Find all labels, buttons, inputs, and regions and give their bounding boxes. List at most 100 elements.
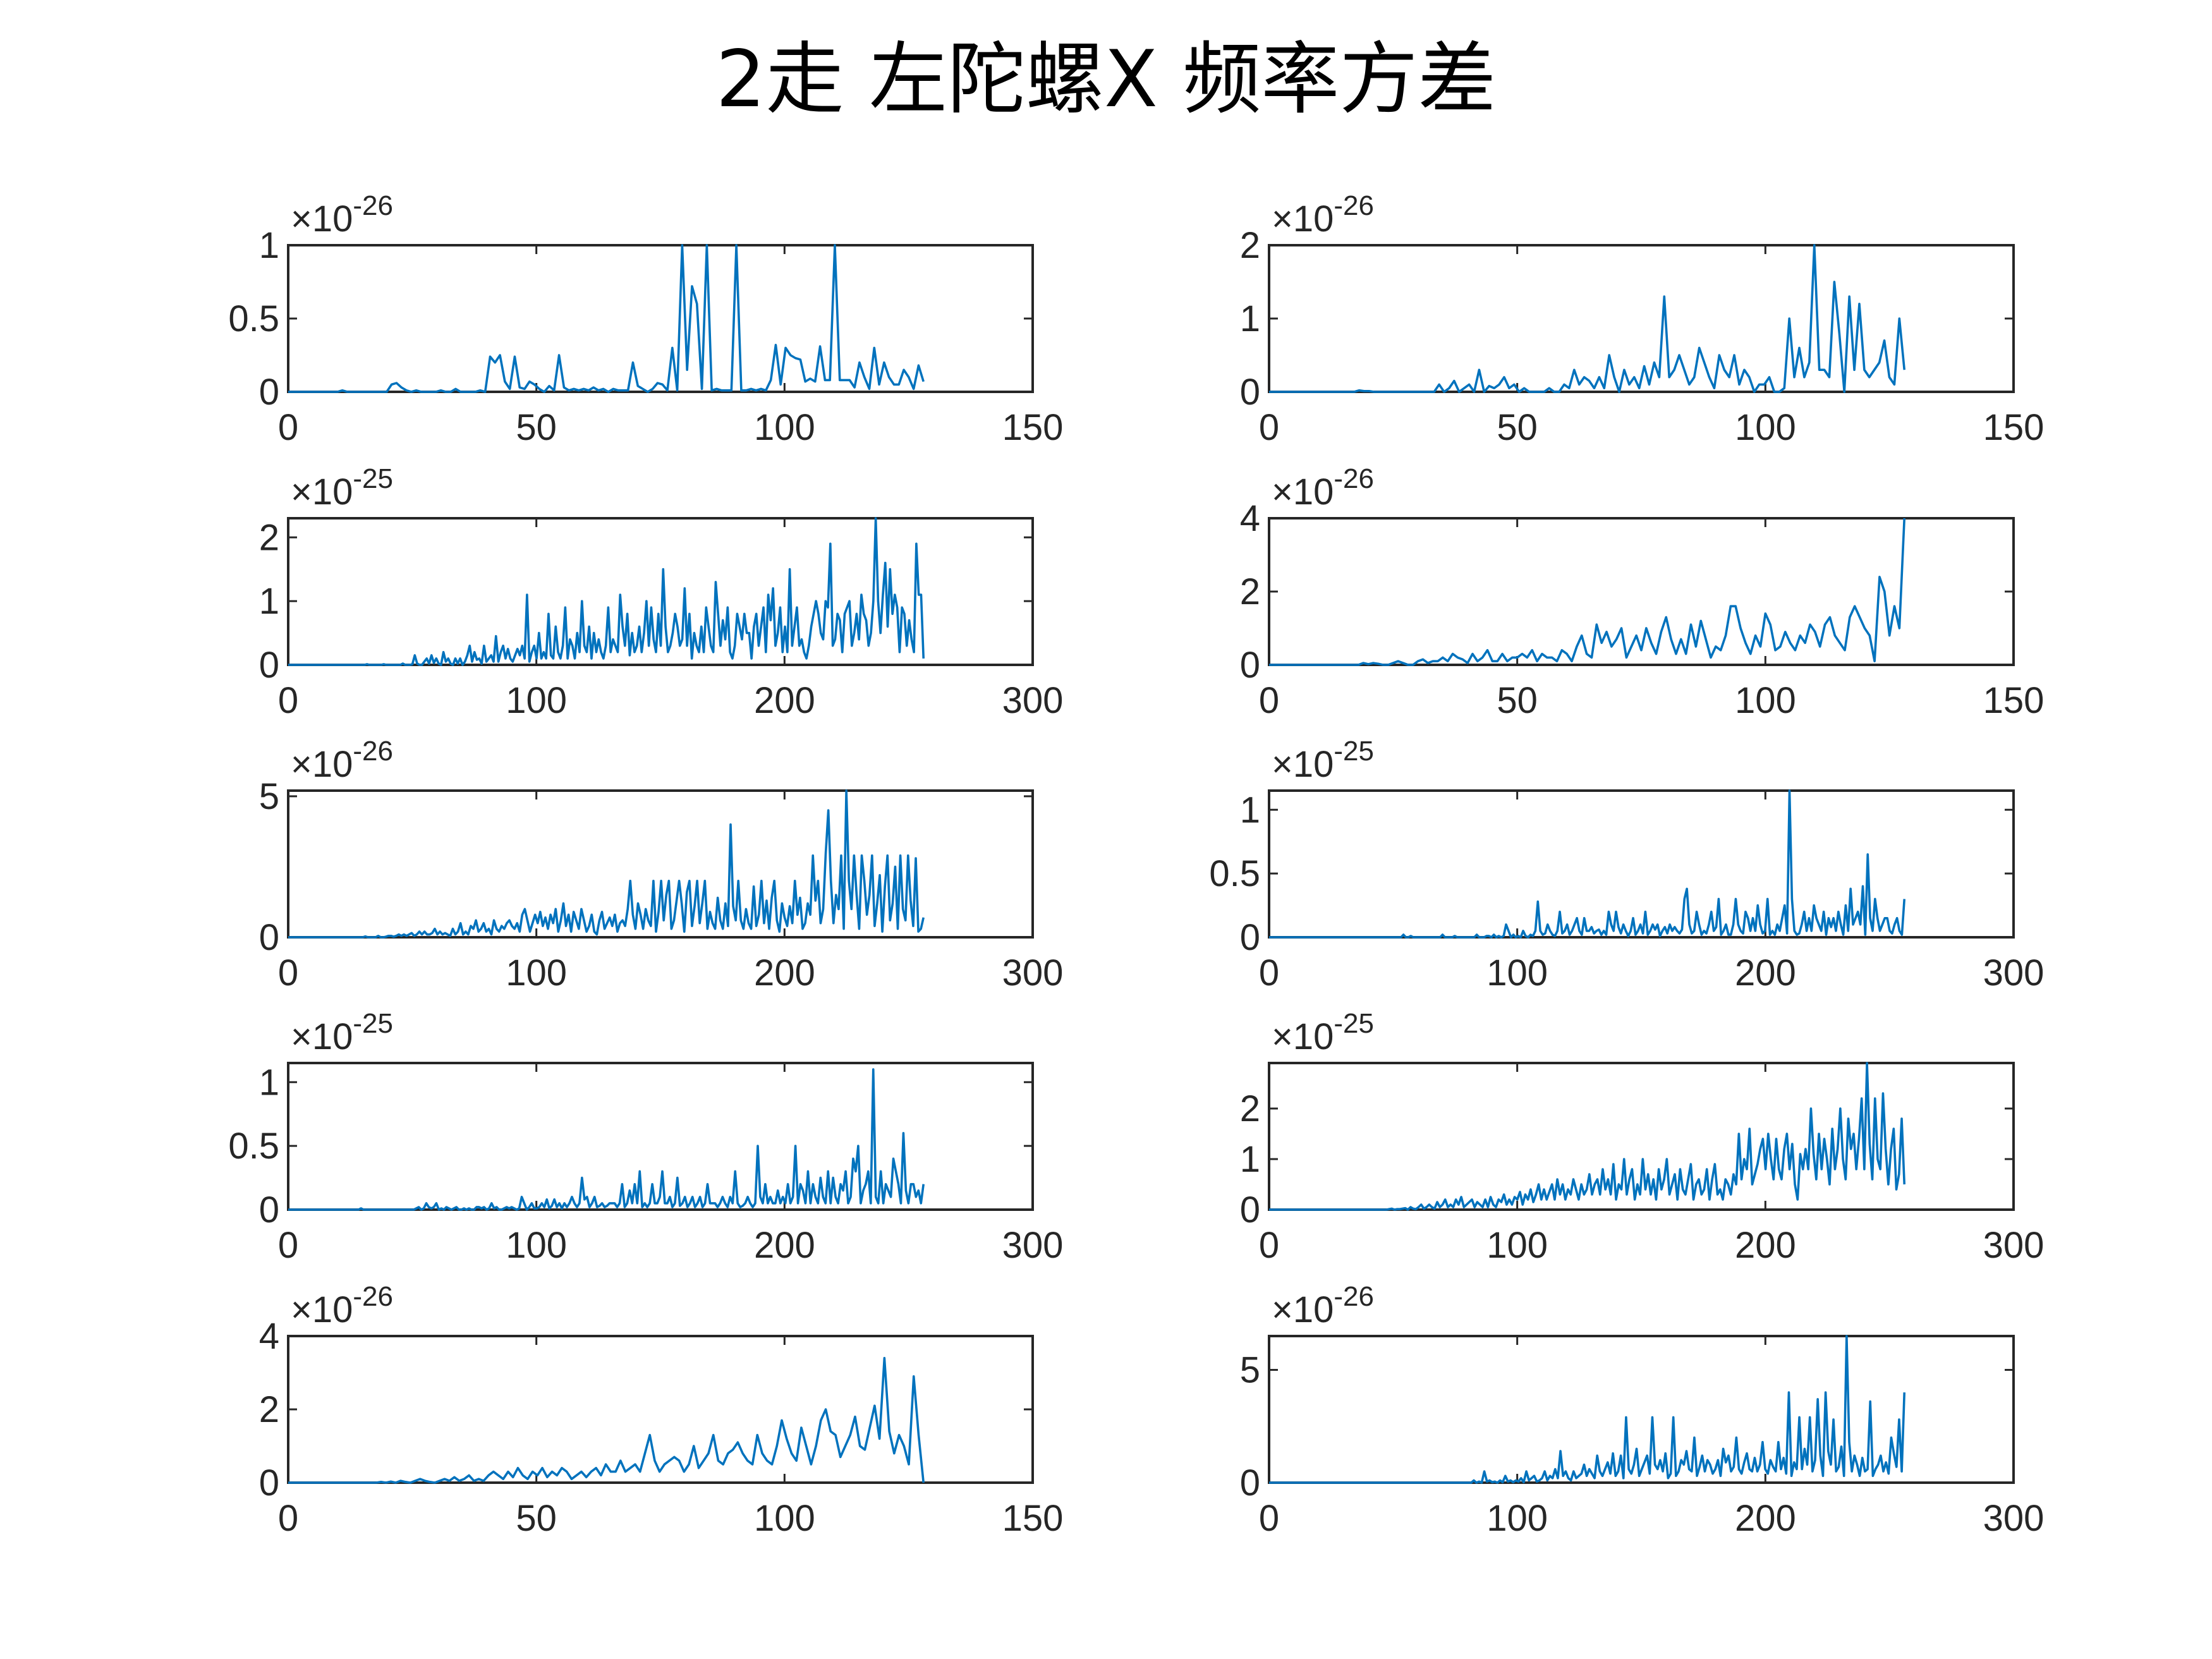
plot-5-xtick-label: 100 <box>506 952 567 994</box>
plot-5-xtick-label: 300 <box>1002 952 1064 994</box>
plot-1-ytick-label: 0 <box>259 372 279 413</box>
plot-6-ytick-label: 0 <box>1240 917 1260 958</box>
plot-4-ytick-label: 4 <box>1240 498 1260 539</box>
plot-7: 0 100 200 300 0 0.5 1 ×10-25 <box>228 1008 1063 1266</box>
plot-1-ytick-label: 0.5 <box>228 298 279 339</box>
plot-8-ytick-label: 2 <box>1240 1088 1260 1129</box>
plot-4-series-line <box>1269 518 1906 666</box>
plot-7-xtick-label: 100 <box>506 1225 567 1266</box>
plot-9-exponent-label: ×10-26 <box>291 1281 393 1330</box>
plot-4-exponent-value: -26 <box>1334 463 1374 494</box>
plot-7-exponent-label: ×10-25 <box>291 1008 393 1057</box>
plot-9-series-line <box>288 1357 925 1484</box>
plot-2-ytick-label: 1 <box>1240 298 1260 339</box>
plot-2-xtick-label: 50 <box>1497 407 1538 448</box>
plot-5-ytick-label: 0 <box>259 917 279 958</box>
plot-5-ytick-label: 5 <box>259 776 279 817</box>
plot-4-axes-box <box>1268 517 2015 666</box>
plot-7-exponent-value: -25 <box>353 1008 393 1039</box>
plot-5-series-line <box>288 789 925 939</box>
plot-4-xtick-label: 0 <box>1259 680 1279 721</box>
plot-10-ytick-label: 5 <box>1240 1350 1260 1391</box>
plot-7-ytick-label: 0 <box>259 1189 279 1231</box>
plot-6-series-line <box>1269 789 1906 939</box>
plot-1-xtick-label: 150 <box>1002 407 1064 448</box>
plot-6-xtick-label: 100 <box>1486 952 1548 994</box>
plot-2-xtick-label: 150 <box>1983 407 2045 448</box>
plot-6-ytick-label: 0.5 <box>1209 853 1260 894</box>
plot-4-xtick-label: 50 <box>1497 680 1538 721</box>
plot-7-series-line <box>288 1068 925 1211</box>
plot-5-exponent-label: ×10-26 <box>291 736 393 785</box>
plot-2-xtick-label: 100 <box>1735 407 1796 448</box>
plot-2-ytick-label: 2 <box>1240 225 1260 266</box>
plot-4: 0 50 100 150 0 2 4 ×10-26 <box>1240 463 2045 721</box>
plot-2-axes-box <box>1268 244 2015 393</box>
plot-10: 0 100 200 300 0 5 ×10-26 <box>1240 1281 2045 1539</box>
plot-5-xtick-label: 0 <box>278 952 298 994</box>
plot-8-exponent-value: -25 <box>1334 1008 1374 1039</box>
plot-8-axes-box <box>1268 1062 2015 1211</box>
plot-7-ytick-label: 1 <box>259 1062 279 1103</box>
plot-6-xtick-label: 200 <box>1735 952 1796 994</box>
plot-3: 0 100 200 300 0 1 2 ×10-25 <box>259 463 1064 721</box>
plot-1-axes-box <box>287 244 1034 393</box>
plot-8-xtick-label: 300 <box>1983 1225 2045 1266</box>
plot-2-exponent-label: ×10-26 <box>1272 190 1374 240</box>
plot-3-series-line <box>288 517 925 666</box>
plot-8-exponent-label: ×10-25 <box>1272 1008 1374 1057</box>
plot-10-exponent-label: ×10-26 <box>1272 1281 1374 1330</box>
plot-1: 0 50 100 150 0 0.5 1 ×10-26 <box>228 190 1063 448</box>
plot-1-series-line <box>288 244 925 393</box>
plot-5: 0 100 200 300 0 5 ×10-26 <box>259 736 1064 994</box>
plot-3-xtick-label: 200 <box>754 680 815 721</box>
plot-8-xtick-label: 200 <box>1735 1225 1796 1266</box>
plot-1-exponent-label: ×10-26 <box>291 190 393 240</box>
plot-7-xtick-label: 200 <box>754 1225 815 1266</box>
plot-10-xtick-label: 100 <box>1486 1498 1548 1539</box>
plot-1-xtick-label: 50 <box>516 407 557 448</box>
plot-7-xtick-label: 0 <box>278 1225 298 1266</box>
plot-4-ytick-label: 2 <box>1240 571 1260 612</box>
plot-9-ytick-label: 2 <box>259 1389 279 1430</box>
plot-3-exponent-value: -25 <box>353 463 393 494</box>
plot-8-ytick-label: 0 <box>1240 1189 1260 1231</box>
plot-9-exponent-value: -26 <box>353 1281 393 1312</box>
plot-10-xtick-label: 200 <box>1735 1498 1796 1539</box>
plot-2-series-line <box>1269 244 1906 393</box>
plot-3-ytick-label: 0 <box>259 645 279 686</box>
plot-8-xtick-label: 0 <box>1259 1225 1279 1266</box>
plot-3-exponent-label: ×10-25 <box>291 463 393 513</box>
plot-6-xtick-label: 0 <box>1259 952 1279 994</box>
plot-1-xtick-label: 0 <box>278 407 298 448</box>
plot-2-xtick-label: 0 <box>1259 407 1279 448</box>
plot-2: 0 50 100 150 0 1 2 ×10-26 <box>1240 190 2045 448</box>
plot-9-ytick-label: 4 <box>259 1316 279 1357</box>
plot-6-ytick-label: 1 <box>1240 789 1260 830</box>
plot-8-ytick-label: 1 <box>1240 1139 1260 1180</box>
plot-3-xtick-label: 0 <box>278 680 298 721</box>
plot-3-xtick-label: 100 <box>506 680 567 721</box>
plot-4-xtick-label: 150 <box>1983 680 2045 721</box>
plot-3-ytick-label: 1 <box>259 581 279 622</box>
plot-10-series-line <box>1269 1335 1906 1484</box>
plot-9-xtick-label: 100 <box>754 1498 815 1539</box>
plot-9-ytick-label: 0 <box>259 1462 279 1504</box>
plot-3-xtick-label: 300 <box>1002 680 1064 721</box>
plot-9-xtick-label: 50 <box>516 1498 557 1539</box>
plot-2-ytick-label: 0 <box>1240 372 1260 413</box>
plot-5-exponent-value: -26 <box>353 736 393 767</box>
plot-6-exponent-value: -25 <box>1334 736 1374 767</box>
plot-7-xtick-label: 300 <box>1002 1225 1064 1266</box>
plot-10-xtick-label: 300 <box>1983 1498 2045 1539</box>
plot-7-ytick-label: 0.5 <box>228 1126 279 1167</box>
plot-8-xtick-label: 100 <box>1486 1225 1548 1266</box>
plot-5-axes-box <box>287 789 1034 939</box>
figure-title: 2走 左陀螺X 频率方差 <box>716 34 1497 125</box>
plot-1-xtick-label: 100 <box>754 407 815 448</box>
plot-10-exponent-value: -26 <box>1334 1281 1374 1312</box>
plot-8: 0 100 200 300 0 1 2 ×10-25 <box>1240 1008 2045 1266</box>
plot-4-exponent-label: ×10-26 <box>1272 463 1374 513</box>
